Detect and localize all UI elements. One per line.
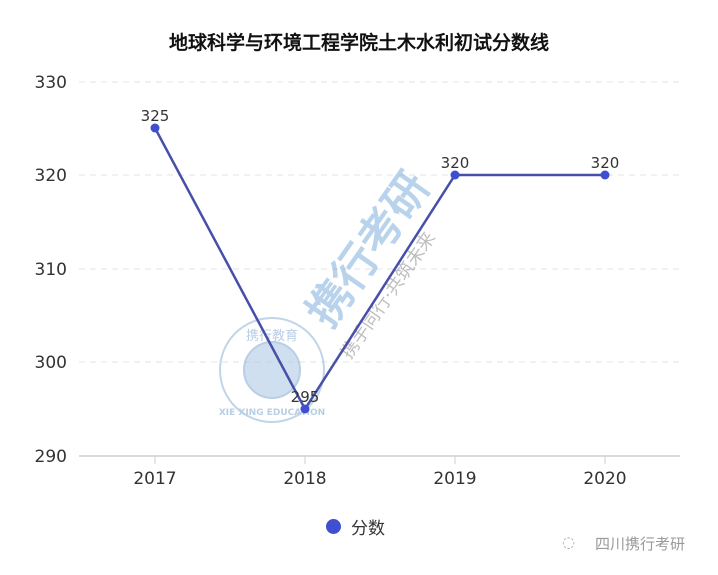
- data-label: 295: [291, 388, 320, 406]
- y-axis: 330 320 310 300 290: [35, 73, 67, 467]
- data-label: 320: [441, 154, 470, 172]
- data-point[interactable]: [150, 123, 160, 133]
- data-points: [150, 123, 610, 414]
- watermark-seal-bottom: XIE XING EDUCATION: [219, 408, 325, 418]
- y-tick-label: 300: [35, 353, 67, 373]
- y-tick-label: 290: [35, 447, 67, 467]
- x-tick-label: 2019: [433, 469, 476, 489]
- data-point[interactable]: [600, 170, 610, 180]
- series-line: [153, 127, 605, 412]
- data-point[interactable]: [450, 170, 460, 180]
- account-watermark: 四川携行考研: [595, 535, 686, 553]
- gridlines: [79, 81, 680, 363]
- data-label: 325: [141, 107, 170, 125]
- data-label: 320: [591, 154, 620, 172]
- x-tick-label: 2020: [583, 469, 626, 489]
- wechat-icon: ◌: [562, 533, 576, 551]
- y-tick-label: 330: [35, 73, 67, 93]
- legend-label: 分数: [351, 519, 385, 539]
- data-point[interactable]: [300, 404, 310, 414]
- y-tick-label: 320: [35, 166, 67, 186]
- y-tick-label: 310: [35, 260, 67, 280]
- x-tick-label: 2018: [283, 469, 326, 489]
- legend-dot-icon: [326, 519, 341, 534]
- x-tick-label: 2017: [133, 469, 176, 489]
- chart-title: 地球科学与环境工程学院土木水利初试分数线: [168, 32, 549, 54]
- legend-item[interactable]: 分数: [326, 514, 385, 539]
- watermark-seal-top: 携行教育: [246, 328, 298, 344]
- x-axis: 2017 2018 2019 2020: [79, 455, 680, 489]
- watermark: 携行教育 XIE XING EDUCATION 携行考研 携手同行·共筑未来: [219, 163, 440, 423]
- data-labels: 325 295 320 320: [141, 107, 620, 406]
